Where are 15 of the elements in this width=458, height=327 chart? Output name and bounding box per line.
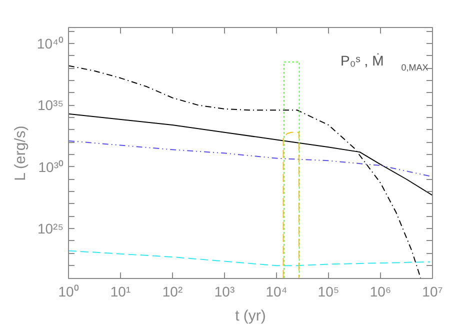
- x-tick-label: 10⁶: [370, 284, 392, 300]
- x-tick-label: 10²: [162, 284, 183, 300]
- x-tick-label: 10⁷: [422, 284, 443, 300]
- y-tick-label: 10²⁵: [37, 220, 64, 237]
- x-tick-label: 10⁰: [58, 284, 79, 300]
- x-tick-label: 10⁵: [318, 284, 340, 300]
- x-axis-title: t (yr): [235, 308, 266, 324]
- line-series: [282, 132, 300, 278]
- x-tick-label: 10¹: [110, 284, 131, 300]
- y-axis-title: L (erg/s): [12, 126, 29, 181]
- x-tick-label: 10³: [214, 284, 235, 300]
- y-tick-label: 10³⁰: [38, 158, 64, 175]
- y-tick-label: 10³⁵: [37, 97, 64, 114]
- y-tick-label: 10⁴⁰: [36, 36, 64, 52]
- x-tick-label: 10⁴: [266, 284, 288, 300]
